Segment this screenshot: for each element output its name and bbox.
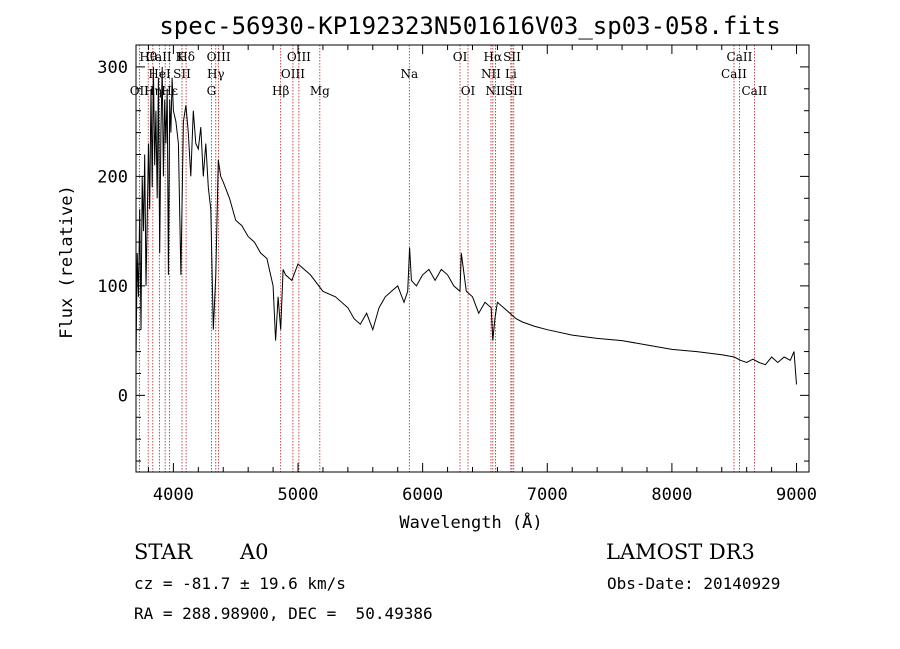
spectral-line-label: NII	[481, 67, 501, 81]
object-subclass: A0	[240, 540, 269, 564]
x-tick-label: 4000	[153, 485, 194, 505]
spectral-line-label: HeI	[148, 67, 171, 81]
spectral-line-label: Na	[400, 67, 418, 81]
plot-frame	[135, 44, 810, 473]
spectral-line-label: SII	[503, 50, 521, 64]
y-tick-label: 300	[97, 58, 128, 78]
spectral-line-label: OII	[130, 84, 150, 98]
object-type: STAR	[134, 540, 193, 564]
x-tick-label: 7000	[527, 485, 568, 505]
spectral-line-label: SII	[173, 67, 191, 81]
spectral-line-label: Hθ	[139, 50, 157, 64]
x-axis-label: Wavelength (Å)	[399, 511, 542, 533]
spectral-line-label: Hβ	[272, 84, 289, 98]
spectral-line-label: CaII	[741, 84, 767, 98]
spectral-line-label: Hη	[144, 84, 162, 98]
spectral-line-labels: OII Hθ Hη CaII K HeI Hε SII Hδ OIII Hγ G Hβ OIII OIII…	[130, 50, 768, 98]
y-tick-label: 100	[97, 277, 128, 297]
x-tick-label: 8000	[651, 485, 692, 505]
spectral-line-label: Li	[505, 67, 517, 81]
spectral-line-label: NII	[485, 84, 505, 98]
spectral-line-markers	[138, 45, 755, 472]
spectral-line-label: CaII	[721, 67, 747, 81]
y-axis-label: Flux (relative)	[57, 185, 77, 339]
spectral-line-label: OI	[461, 84, 476, 98]
obs-date: Obs-Date: 20140929	[607, 574, 781, 593]
spectral-line-label: OIII	[287, 50, 311, 64]
spectral-line-label: OI	[453, 50, 468, 64]
spectral-line-label: CaII K	[146, 50, 186, 64]
x-tick-label: 9000	[776, 485, 817, 505]
redshift-cz: cz = -81.7 ± 19.6 km/s	[134, 574, 346, 593]
spectral-line-label: OIII	[281, 67, 305, 81]
spectral-line-label: Hγ	[207, 67, 225, 81]
survey-name: LAMOST DR3	[606, 540, 755, 564]
chart-title: spec-56930-KP192323N501616V03_sp03-058.f…	[159, 12, 780, 40]
spectral-line-label: CaII	[727, 50, 753, 64]
spectral-line-label: Hε	[161, 84, 178, 98]
y-tick-label: 0	[118, 386, 128, 406]
spectral-line-label: SII	[505, 84, 523, 98]
spectral-line-label: Hδ	[177, 50, 195, 64]
x-tick-label: 5000	[278, 485, 319, 505]
spectral-line-label: OIII	[207, 50, 231, 64]
x-tick-label: 6000	[402, 485, 443, 505]
spectral-line-label: Hα	[484, 50, 503, 64]
y-tick-label: 200	[97, 167, 128, 187]
spectral-line-label: Mg	[310, 84, 330, 98]
spectral-line-label: G	[207, 84, 217, 98]
spectrum-series-line	[135, 66, 797, 385]
ra-dec: RA = 288.98900, DEC = 50.49386	[134, 604, 433, 623]
axis-ticks: 4000 5000 6000 7000 8000 9000 0 100 200 300	[97, 44, 817, 505]
